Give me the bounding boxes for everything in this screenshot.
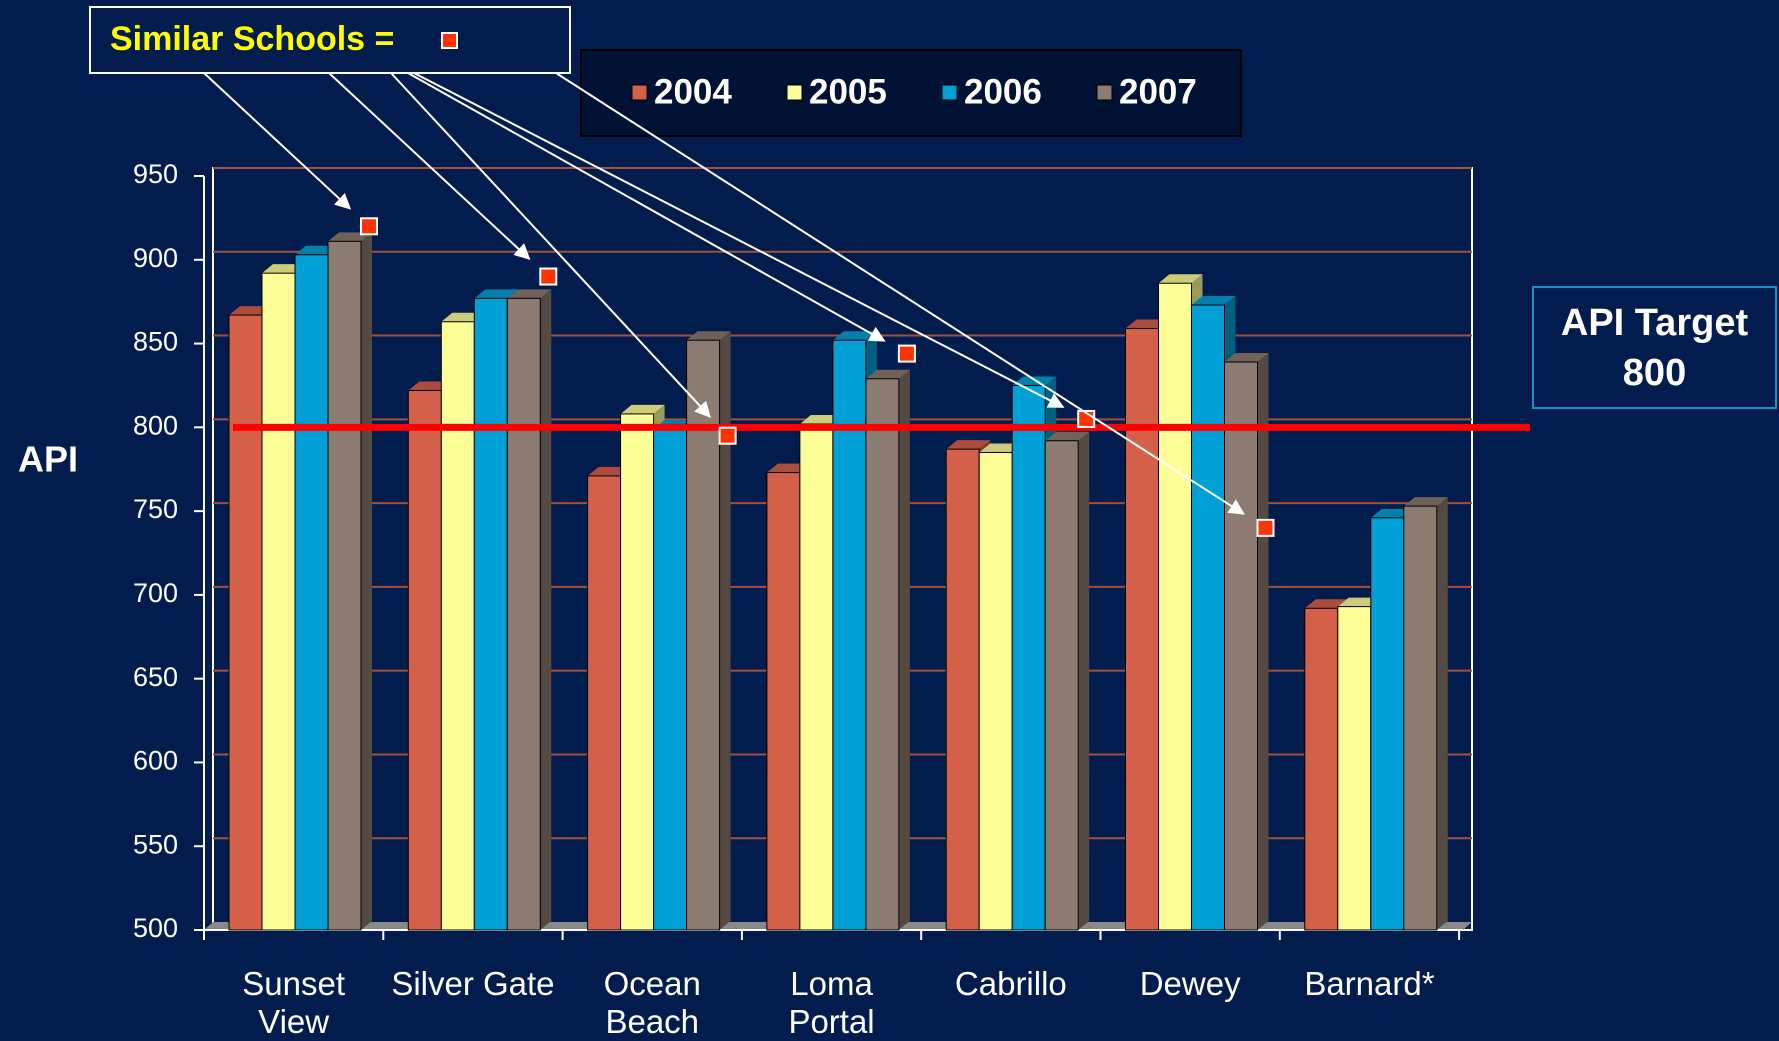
bar-side xyxy=(898,369,910,931)
x-tick-label: Barnard* xyxy=(1304,965,1435,1002)
y-tick-label: 800 xyxy=(133,410,178,440)
bar xyxy=(1191,304,1225,931)
similar-school-marker xyxy=(539,267,558,286)
annotation-arrow xyxy=(413,72,1065,408)
bar-top xyxy=(507,289,552,299)
bar xyxy=(440,321,475,931)
annotation-arrow xyxy=(203,72,352,210)
bar xyxy=(407,389,442,931)
bar xyxy=(228,314,263,931)
y-tick-label: 950 xyxy=(133,159,178,189)
target-label: API Target 800 xyxy=(1532,286,1777,409)
annotation-label: Similar Schools = xyxy=(110,20,394,58)
bar-top xyxy=(946,440,991,450)
legend-swatch xyxy=(1096,84,1113,101)
y-tick-label: 900 xyxy=(133,243,178,273)
y-tick-label: 750 xyxy=(133,494,178,524)
annotation-arrow xyxy=(328,72,531,260)
legend-label: 2005 xyxy=(809,72,887,111)
bar xyxy=(1158,282,1192,931)
bar xyxy=(620,413,655,931)
bar xyxy=(1224,361,1258,931)
bar-top xyxy=(1224,352,1269,362)
bar xyxy=(978,451,1013,931)
similar-school-marker xyxy=(897,344,916,363)
bar xyxy=(587,475,622,931)
bar-side xyxy=(1078,431,1090,930)
bar-top xyxy=(474,289,519,299)
bar xyxy=(327,240,362,931)
legend-label: 2007 xyxy=(1119,72,1197,111)
y-tick-label: 500 xyxy=(133,913,178,943)
bar-side xyxy=(540,289,552,930)
bar xyxy=(261,272,296,931)
bar xyxy=(686,339,721,931)
x-tick-label: Silver Gate xyxy=(391,965,555,1002)
bar xyxy=(1403,505,1438,931)
bar-side xyxy=(1257,352,1269,930)
bar xyxy=(799,423,834,931)
bar xyxy=(1044,440,1079,931)
bar xyxy=(1370,517,1405,931)
y-tick-label: 600 xyxy=(133,746,178,776)
bar-side xyxy=(1436,497,1448,930)
x-tick-label: Loma Portal xyxy=(788,965,875,1040)
bar xyxy=(865,378,900,931)
bar xyxy=(945,448,980,931)
bar-top xyxy=(1045,431,1090,441)
x-tick-label: Ocean Beach xyxy=(603,965,701,1040)
y-tick-label: 700 xyxy=(133,578,178,608)
legend-swatch xyxy=(786,84,803,101)
bar-top xyxy=(1304,599,1349,609)
similar-school-marker xyxy=(718,426,737,445)
bar-top xyxy=(1158,274,1203,284)
bar-top xyxy=(1012,376,1057,386)
y-tick-label: 850 xyxy=(133,327,178,357)
bar xyxy=(653,428,688,931)
bar xyxy=(1011,384,1046,931)
annotation-arrow xyxy=(390,72,712,418)
bar xyxy=(1337,606,1372,931)
legend-swatch xyxy=(941,84,958,101)
bar xyxy=(1125,327,1159,931)
annotation-marker xyxy=(441,32,458,49)
bar xyxy=(1304,607,1339,931)
bar-top xyxy=(620,404,665,414)
bar-top xyxy=(1191,296,1236,306)
bar xyxy=(473,297,508,931)
bar-top xyxy=(1403,497,1448,507)
legend-box xyxy=(580,49,1242,137)
x-tick-label: Cabrillo xyxy=(954,965,1067,1002)
bar-side xyxy=(719,331,731,930)
bar-side xyxy=(361,232,372,930)
y-tick-label: 650 xyxy=(133,662,178,692)
x-tick-label: Sunset View xyxy=(242,965,346,1040)
legend-swatch xyxy=(631,84,648,101)
y-tick-label: 550 xyxy=(133,829,178,859)
bar xyxy=(832,339,867,931)
legend-label: 2006 xyxy=(964,72,1042,111)
similar-school-marker xyxy=(1256,518,1275,537)
bar-top xyxy=(686,331,731,341)
annotation-arrow xyxy=(555,72,1245,515)
y-axis-label: API xyxy=(18,439,78,480)
bar xyxy=(506,297,541,931)
x-tick-label: Dewey xyxy=(1139,965,1241,1002)
bar xyxy=(766,472,801,931)
bar-top xyxy=(832,331,877,341)
annotation-arrow xyxy=(407,72,886,342)
legend-label: 2004 xyxy=(654,72,732,111)
bar-top xyxy=(865,369,910,379)
similar-school-marker xyxy=(360,217,378,236)
bar xyxy=(294,254,329,931)
